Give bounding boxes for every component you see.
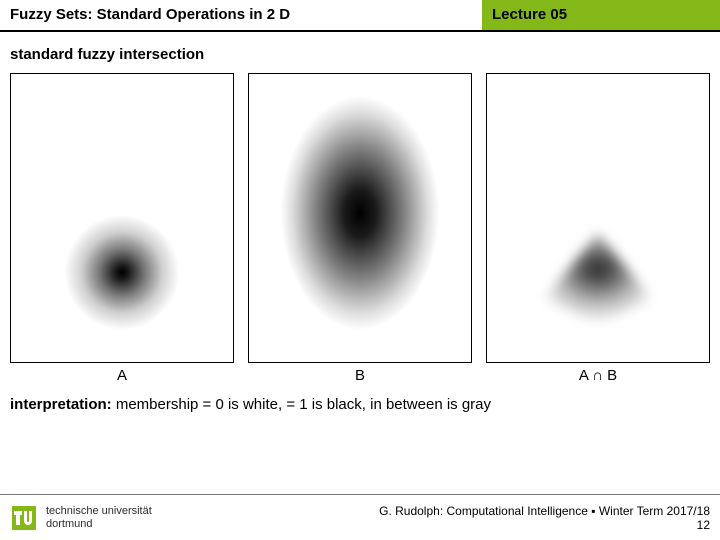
- panel-labels-row: A B A ∩ B: [0, 363, 720, 384]
- label-b: B: [248, 367, 472, 384]
- fuzzy-set-b-figure: [249, 74, 471, 362]
- footer-right: G. Rudolph: Computational Intelligence ▪…: [379, 504, 710, 532]
- tu-logo-icon: [10, 504, 38, 532]
- header-left: Fuzzy Sets: Standard Operations in 2 D: [0, 0, 482, 32]
- header-bar: Fuzzy Sets: Standard Operations in 2 D L…: [0, 0, 720, 32]
- section-subtitle: standard fuzzy intersection: [0, 32, 720, 73]
- fuzzy-set-a-figure: [11, 74, 233, 362]
- header-right: Lecture 05: [482, 0, 720, 32]
- panel-a-cap-b: [486, 73, 710, 363]
- page-number: 12: [379, 518, 710, 532]
- figure-panels: [0, 73, 720, 363]
- footer-logo-text: technische universität dortmund: [46, 505, 152, 529]
- logo-line1: technische universität: [46, 505, 152, 517]
- lecture-label: Lecture 05: [492, 6, 567, 23]
- footer-logo: technische universität dortmund: [10, 504, 152, 532]
- interpretation-text: membership = 0 is white, = 1 is black, i…: [112, 396, 491, 413]
- panel-a: [10, 73, 234, 363]
- panel-b: [248, 73, 472, 363]
- slide-title: Fuzzy Sets: Standard Operations in 2 D: [10, 6, 290, 23]
- label-a-cap-b: A ∩ B: [486, 367, 710, 384]
- interpretation-line: interpretation: membership = 0 is white,…: [0, 384, 720, 413]
- interpretation-prefix: interpretation:: [10, 396, 112, 413]
- footer-credit: G. Rudolph: Computational Intelligence ▪…: [379, 504, 710, 518]
- footer-bar: technische universität dortmund G. Rudol…: [0, 494, 720, 540]
- fuzzy-intersection-figure: [487, 74, 709, 362]
- label-a: A: [10, 367, 234, 384]
- logo-line2: dortmund: [46, 518, 152, 530]
